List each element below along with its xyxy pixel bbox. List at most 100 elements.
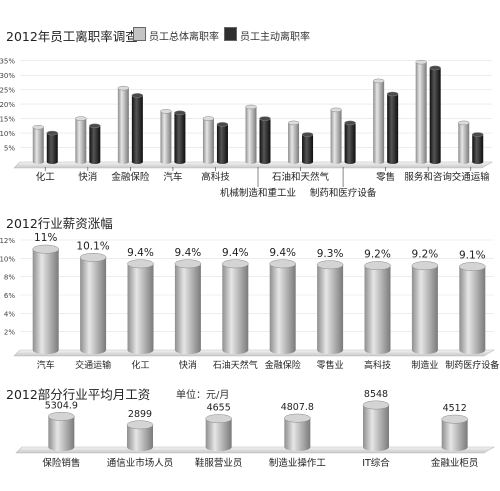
x-category-label: 化工 — [36, 171, 56, 183]
chart-monthly-wage-title: 2012部分行业平均月工资 — [6, 387, 151, 402]
data-label: 8548 — [364, 389, 388, 400]
chart-salary-growth: 2012行业薪资涨幅 2% 4% 6% 8% 10% 12% 11% 汽车 10.1% 交通运输 9… — [0, 216, 499, 371]
bar-active — [386, 91, 399, 164]
x-category-label: 化工 — [131, 359, 149, 371]
data-label: 5304.9 — [45, 400, 78, 411]
x-category-label: 通信业市场人员 — [107, 457, 174, 469]
plot-floor — [15, 446, 496, 454]
bar-overall — [32, 125, 45, 164]
x-category-label: 金融业柜员 — [431, 457, 479, 469]
chart-salary-growth-plot: 2% 4% 6% 8% 10% 12% 11% 汽车 10.1% 交通运输 9.4% 化工 9.4% 快消… — [0, 232, 499, 371]
bar-active — [89, 123, 101, 164]
data-label: 9.1% — [459, 250, 486, 262]
x-category-label: 零售业 — [317, 359, 344, 371]
x-category-label: 快消 — [78, 171, 97, 183]
data-label: 9.4% — [175, 247, 202, 259]
bar-monthly-wage — [362, 400, 390, 452]
data-label: 4655 — [207, 403, 231, 414]
y-tick-label: 10% — [0, 130, 15, 138]
x-category-label: 石油天然气 — [213, 359, 258, 371]
bar-overall — [245, 104, 257, 164]
bar-overall — [372, 78, 385, 164]
data-label: 11% — [34, 232, 57, 244]
legend-overall: 员工总体离职率 — [149, 32, 219, 43]
data-label: 10.1% — [76, 240, 109, 252]
y-tick-label: 8% — [4, 274, 15, 282]
bar-overall — [202, 116, 215, 164]
bar-salary-growth — [127, 259, 154, 355]
y-tick-label: 10% — [0, 255, 15, 263]
bar-active — [429, 65, 441, 164]
bar-overall — [160, 109, 172, 164]
bar-active — [46, 130, 59, 164]
bar-salary-growth — [364, 261, 391, 355]
bar-salary-growth — [79, 253, 107, 355]
x-category-label: 金融保险 — [111, 171, 150, 183]
x-category-label: 制造业 — [411, 359, 438, 371]
y-tick-label: 2% — [4, 329, 15, 337]
legend-active: 员工主动离职率 — [240, 32, 310, 43]
bar-overall — [117, 85, 130, 164]
bar-active — [216, 122, 229, 164]
bar-active — [131, 93, 144, 164]
bar-monthly-wage — [48, 411, 75, 452]
chart-monthly-wage-unit: 单位：元/月 — [176, 390, 230, 401]
x-category-label: 石油和天然气 — [272, 171, 330, 183]
bar-salary-growth — [316, 260, 344, 355]
bar-salary-growth — [269, 259, 296, 355]
bar-active — [259, 116, 271, 164]
data-label: 9.4% — [127, 247, 154, 259]
x-category-label: 制药医疗设备 — [445, 359, 499, 371]
x-category-label: 机械制造和重工业 — [220, 187, 296, 199]
bar-overall — [415, 59, 427, 164]
chart-turnover-title: 2012年员工离职率调查 — [6, 29, 138, 44]
bar-salary-growth — [222, 259, 249, 355]
legend-swatch-active — [224, 27, 237, 41]
bar-salary-growth — [459, 262, 486, 355]
chart-salary-growth-title: 2012行业薪资涨幅 — [6, 216, 113, 231]
y-tick-label: 6% — [4, 292, 15, 300]
x-category-label: 零售 — [376, 171, 395, 183]
x-category-label: 服务和咨询 — [404, 171, 452, 183]
x-category-label: 交通运输 — [452, 171, 491, 183]
chart-turnover-plot: 5% 10% 15% 20% 25% 30% 35% 化工 快消 金融保险 汽车 高科技机械制造和重工… — [0, 58, 494, 199]
chart-turnover: 2012年员工离职率调查 员工总体离职率 员工主动离职率 5% 10% 15% 20%… — [0, 0, 500, 210]
bar-monthly-wage — [126, 420, 154, 452]
bar-overall — [457, 120, 470, 164]
legend-swatch-overall — [133, 27, 146, 41]
x-category-label: 快消 — [179, 359, 197, 371]
x-category-label: 保险销售 — [42, 457, 80, 469]
x-category-label: 高科技 — [364, 359, 391, 371]
x-category-label: 高科技 — [201, 171, 230, 183]
data-label: 9.4% — [269, 247, 296, 259]
x-category-label: 汽车 — [37, 359, 55, 371]
data-label: 9.2% — [364, 249, 391, 261]
y-tick-label: 25% — [0, 87, 15, 95]
data-label: 4512 — [443, 403, 467, 414]
bar-active — [301, 132, 314, 164]
bar-overall — [75, 116, 87, 164]
bar-monthly-wage — [284, 413, 311, 452]
x-category-label: 金融保险 — [265, 359, 301, 371]
x-category-label: IT综合 — [362, 457, 390, 469]
x-category-label: 汽车 — [163, 171, 182, 183]
bar-active — [471, 132, 484, 164]
y-tick-label: 12% — [0, 237, 15, 245]
x-category-label: 交通运输 — [75, 359, 111, 371]
x-category-label: 制造业操作工 — [269, 457, 327, 469]
x-category-label: 制药和医疗设备 — [310, 187, 377, 199]
data-label: 9.4% — [222, 247, 249, 259]
x-category-label: 鞋服营业员 — [195, 457, 243, 469]
data-label: 9.3% — [317, 248, 344, 260]
bar-monthly-wage — [205, 414, 232, 452]
data-label: 9.2% — [412, 249, 439, 261]
y-tick-label: 30% — [0, 72, 15, 80]
y-tick-label: 4% — [4, 310, 15, 318]
bar-salary-growth — [32, 244, 59, 355]
bar-salary-growth — [174, 259, 202, 355]
data-label: 4807.8 — [281, 402, 314, 413]
bar-salary-growth — [411, 261, 439, 355]
bar-overall — [330, 107, 342, 164]
